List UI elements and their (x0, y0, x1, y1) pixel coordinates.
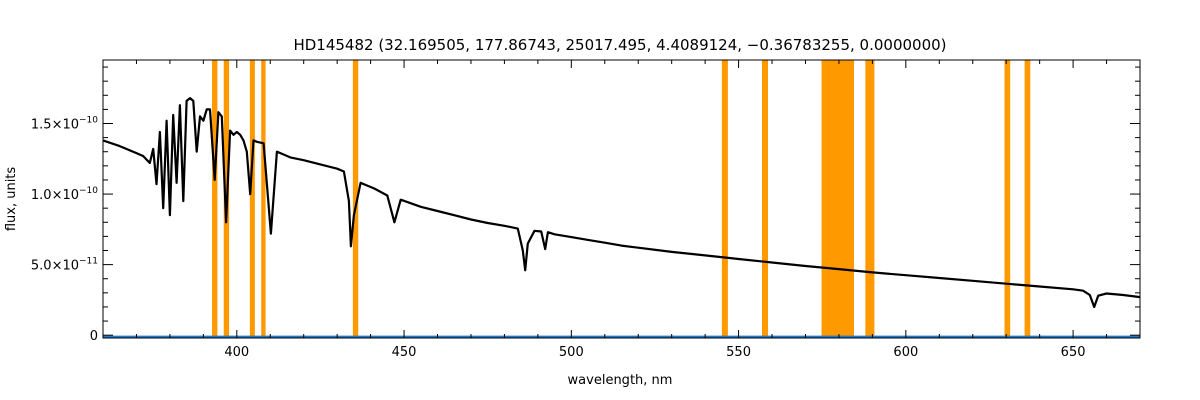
x-axis: 400 450 500 550 600 650 (102, 60, 1141, 360)
highlight-bands (212, 60, 1031, 338)
highlight-band (721, 60, 728, 338)
x-axis-title: wavelength, nm (568, 373, 673, 388)
highlight-band (249, 60, 255, 338)
highlight-band (1004, 60, 1011, 338)
x-tick-label: 500 (559, 345, 584, 360)
series-layer (102, 96, 1141, 338)
highlight-band (212, 60, 218, 338)
highlight-band (261, 60, 266, 338)
highlight-band (761, 60, 769, 338)
x-tick-label: 600 (893, 345, 918, 360)
highlight-band (352, 60, 359, 338)
highlight-band (865, 60, 875, 338)
x-tick-label: 550 (726, 345, 751, 360)
y-tick-label: 0 (90, 329, 98, 344)
y-tick-label: 1.0×10−10 (31, 186, 98, 203)
highlight-band (1024, 60, 1031, 338)
chart-title: HD145482 (32.169505, 177.86743, 25017.49… (293, 36, 946, 54)
plot-frame (102, 59, 1141, 339)
y-tick-label: 5.0×10−11 (31, 257, 98, 274)
y-axis: 0 5.0×10−11 1.0×10−10 1.5×10−10 (31, 66, 1140, 344)
x-tick-label: 400 (224, 345, 249, 360)
y-axis-title: flux, units (4, 167, 19, 232)
x-tick-label: 650 (1061, 345, 1086, 360)
highlight-band (821, 60, 854, 338)
spectrum-line (102, 96, 1141, 309)
x-tick-label: 450 (392, 345, 417, 360)
y-tick-label: 1.5×10−10 (31, 116, 98, 133)
